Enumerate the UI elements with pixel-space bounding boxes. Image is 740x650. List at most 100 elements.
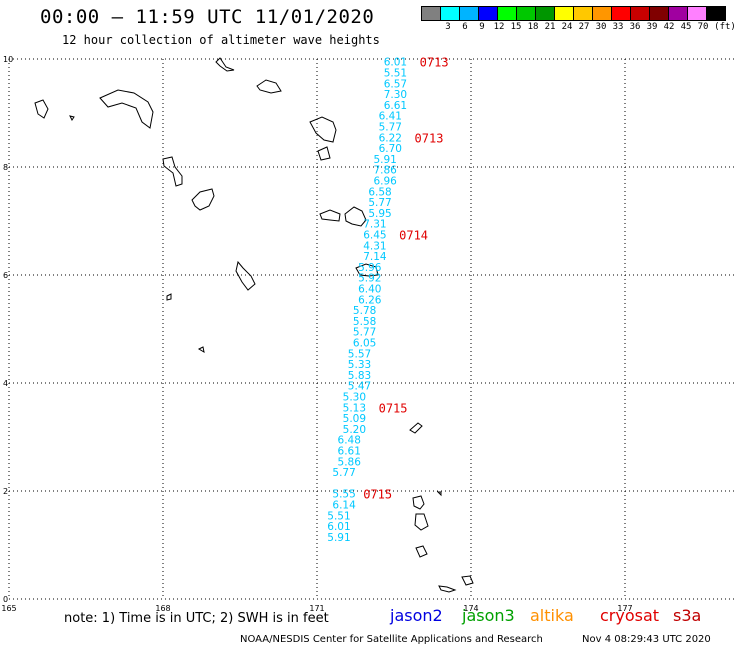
colorbar-swatch: [706, 6, 726, 21]
axis-labels: 165 168 171 174 177 10 8 6 4 2 0: [1, 55, 632, 613]
colorbar-label: 45: [680, 22, 692, 32]
pass-time-label: 0713: [415, 131, 444, 145]
island: [409, 422, 423, 434]
swh-value: 5.51: [384, 68, 407, 80]
swh-value: 5.91: [373, 154, 396, 166]
swh-value: 6.61: [338, 446, 361, 458]
page-title: 00:00 – 11:59 UTC 11/01/2020: [40, 6, 375, 28]
swh-value: 6.01: [384, 57, 407, 69]
page-subtitle: 12 hour collection of altimeter wave hei…: [62, 33, 380, 47]
colorbar-label: 70: [697, 22, 709, 32]
colorbar-label: 18: [527, 22, 539, 32]
colorbar-label: 3: [445, 22, 451, 32]
lat-tick-label: 0: [3, 595, 8, 604]
generation-timestamp: Nov 4 08:29:43 UTC 2020: [582, 634, 711, 645]
island: [415, 545, 428, 558]
swh-value: 4.31: [363, 240, 386, 252]
swh-value: 5.47: [348, 381, 371, 393]
island: [438, 585, 457, 593]
satellite-altika: altika: [530, 606, 574, 625]
swh-value: 5.95: [368, 208, 391, 220]
lat-tick-label: 8: [3, 163, 8, 172]
lon-tick-label: 168: [155, 604, 170, 613]
colorbar-label: 24: [561, 22, 573, 32]
colorbar-label: 6: [462, 22, 468, 32]
islands: [34, 57, 474, 593]
swh-value: 6.14: [332, 500, 356, 512]
swh-value: 7.14: [363, 251, 387, 263]
swh-value: 5.91: [327, 532, 350, 544]
pass-time-label: 0715: [379, 401, 408, 415]
colorbar-label: 15: [510, 22, 522, 32]
island: [414, 513, 429, 531]
island: [235, 260, 256, 291]
swh-value: 5.51: [327, 510, 350, 522]
swh-value: 6.57: [384, 78, 407, 90]
colorbar-label: 36: [629, 22, 641, 32]
swh-value: 6.58: [368, 186, 391, 198]
lon-tick-label: 171: [309, 604, 324, 613]
swh-value: 5.30: [343, 392, 366, 404]
lat-tick-label: 4: [3, 379, 8, 388]
colorbar-unit: (ft): [714, 22, 736, 32]
lon-tick-label: 177: [617, 604, 632, 613]
swh-value: 5.13: [343, 402, 366, 414]
swh-value: 5.92: [358, 273, 381, 285]
island: [191, 188, 215, 211]
lon-tick-label: 165: [1, 604, 16, 613]
wave-height-colorbar: [421, 6, 726, 21]
swh-value: 7.86: [373, 165, 397, 177]
swh-value: 5.09: [343, 413, 366, 425]
swh-value: 5.55: [332, 489, 355, 501]
swh-value: 5.33: [348, 359, 371, 371]
swh-value: 5.77: [368, 197, 391, 209]
island: [309, 116, 337, 143]
lat-tick-label: 2: [3, 487, 8, 496]
island: [99, 89, 154, 129]
satellite-jason2: jason2: [390, 606, 443, 625]
colorbar-label: 12: [493, 22, 505, 32]
island: [215, 57, 235, 72]
pass-time-label: 0715: [363, 488, 392, 502]
island: [436, 491, 442, 497]
island: [162, 156, 183, 187]
island: [461, 575, 474, 586]
island: [319, 209, 341, 222]
island: [317, 146, 331, 161]
swh-value: 5.78: [353, 305, 376, 317]
swh-value: 5.57: [348, 348, 371, 360]
island: [197, 346, 205, 354]
swh-value: 5.96: [358, 262, 382, 274]
island: [412, 495, 425, 510]
colorbar-label: 30: [595, 22, 607, 32]
credit-line: NOAA/NESDIS Center for Satellite Applica…: [240, 634, 543, 645]
swh-value: 5.77: [353, 327, 376, 339]
satellite-cryosat: cryosat: [600, 606, 660, 625]
swh-value: 5.20: [343, 424, 366, 436]
island: [34, 99, 49, 119]
swh-value: 6.40: [358, 284, 381, 296]
colorbar-label: 33: [612, 22, 624, 32]
island: [166, 293, 172, 301]
swh-value: 6.61: [384, 100, 407, 112]
pass-times: 0713 0713 0714 0715 0715: [363, 56, 448, 502]
colorbar-label: 27: [578, 22, 590, 32]
island: [355, 263, 379, 277]
map-grid: [8, 58, 735, 600]
satellite-jason3: jason3: [462, 606, 515, 625]
swh-value: 6.26: [358, 294, 382, 306]
swh-value: 7.31: [363, 219, 386, 231]
island: [344, 206, 367, 227]
colorbar-labels: 3 6 9 12 15 18 21 24 27 30 33 36 39 42 45 70 (ft): [422, 22, 740, 34]
pass-time-label: 0713: [420, 56, 449, 70]
swh-value: 6.01: [327, 521, 350, 533]
swh-value: 5.86: [338, 456, 362, 468]
island: [256, 79, 282, 94]
lon-tick-label: 174: [463, 604, 478, 613]
swh-value: 5.77: [379, 122, 402, 134]
swh-value: 5.77: [332, 467, 355, 479]
lat-tick-label: 10: [3, 55, 13, 64]
swh-value: 6.05: [353, 338, 376, 350]
satellite-s3a: s3a: [673, 606, 702, 625]
